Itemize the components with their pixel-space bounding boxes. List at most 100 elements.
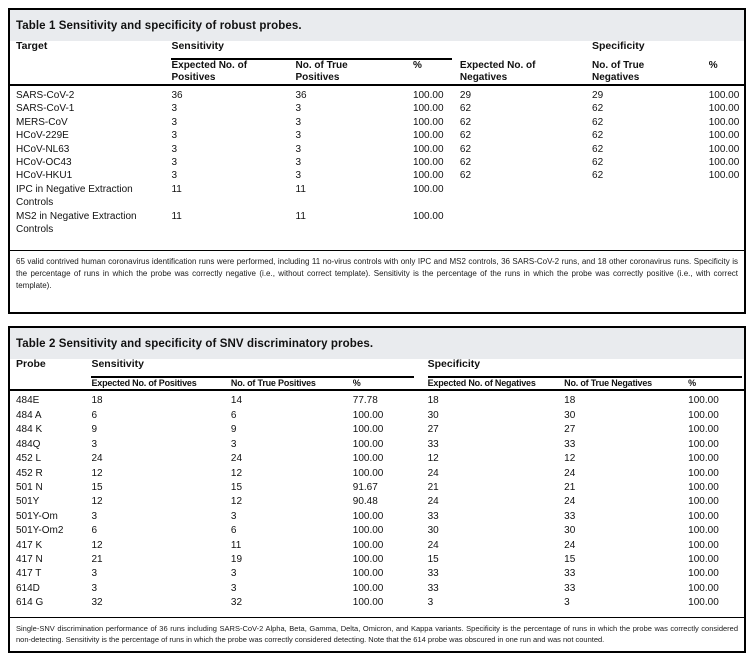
table2-subheader-row: Expected No. of Positives No. of True Po… bbox=[10, 378, 744, 392]
table2-row: 484Q 3 3 100.00 33 33 100.00 bbox=[10, 438, 744, 452]
table2-cell-exp_neg: 21 bbox=[427, 481, 439, 493]
table1-cell-exp_neg bbox=[460, 183, 592, 210]
table2-cell-true_pos: 32 bbox=[230, 597, 243, 609]
table2-cell-true_pos: 12 bbox=[230, 467, 243, 479]
table1-cell-true_pos: 3 bbox=[295, 143, 302, 155]
table2-cell-spec_pct: 100.00 bbox=[688, 395, 719, 407]
column-header-true-positives: No. of True Positives bbox=[295, 60, 413, 86]
table1-cell-true_neg: 62 bbox=[592, 143, 604, 155]
table1-footnote: 65 valid contrived human coronavirus ide… bbox=[10, 250, 744, 292]
table1-row: HCoV-HKU1 3 3 100.00 62 62 100.00 bbox=[10, 169, 744, 182]
table2-cell-exp_pos: 21 bbox=[91, 553, 103, 565]
table2-cell-true_neg: 33 bbox=[564, 582, 576, 594]
table2-cell-exp_pos: 6 bbox=[91, 409, 98, 421]
table2-cell-spec_pct: 100.00 bbox=[688, 582, 719, 594]
table1-cell-sens_pct: 100.00 bbox=[412, 143, 444, 155]
table2-sensitivity-group: Sensitivity bbox=[91, 359, 427, 379]
table1-row: SARS-CoV-2 36 36 100.00 29 29 100.00 bbox=[10, 85, 744, 102]
table1-cell-label: HCoV-OC43 bbox=[16, 157, 72, 169]
table1-row: IPC in Negative Extraction Controls 11 11 1… bbox=[10, 183, 744, 210]
table2-row: 614 G 32 32 100.00 3 3 100.00 bbox=[10, 596, 744, 610]
table2-cell-spec_pct: 100.00 bbox=[688, 568, 719, 580]
table1-cell-sens_pct: 100.00 bbox=[412, 210, 444, 222]
table2-cell-sens_pct: 100.00 bbox=[352, 539, 384, 551]
table2-cell-true_neg: 21 bbox=[564, 481, 576, 493]
table2-cell-true_pos: 3 bbox=[230, 438, 237, 450]
table2-cell-spec_pct: 100.00 bbox=[688, 438, 719, 450]
table1-target-header: Target bbox=[16, 40, 48, 52]
table2-cell-label: 614D bbox=[16, 582, 40, 594]
table1-cell-true_neg: 62 bbox=[592, 116, 604, 128]
table2-cell-true_pos: 19 bbox=[230, 553, 243, 565]
table1-cell-spec_pct bbox=[709, 210, 744, 237]
table2-cell-exp_neg: 33 bbox=[427, 438, 439, 450]
column-header-true-negatives: No. of True Negatives bbox=[592, 60, 709, 86]
table2-cell-true_neg: 27 bbox=[564, 424, 576, 436]
table1-cell-true_pos: 3 bbox=[295, 170, 302, 182]
table1-cell-exp_pos: 3 bbox=[171, 143, 178, 155]
table2-cell-exp_pos: 12 bbox=[91, 467, 103, 479]
table1-group-header-row: Target Sensitivity Specificity bbox=[10, 41, 744, 60]
table2-footnote: Single-SNV discrimination performance of… bbox=[10, 616, 744, 646]
table2-cell-label: 501Y bbox=[16, 496, 40, 508]
table2-cell-exp_neg: 24 bbox=[427, 496, 439, 508]
table2-cell-spec_pct: 100.00 bbox=[688, 467, 719, 479]
table2-cell-label: 452 R bbox=[16, 467, 43, 479]
table2-cell-true_pos: 3 bbox=[230, 582, 237, 594]
column-header-pct-sensitivity: % bbox=[412, 60, 460, 86]
table1-row: HCoV-NL63 3 3 100.00 62 62 100.00 bbox=[10, 143, 744, 156]
table1-subheader-row: Expected No. of Positives No. of True Po… bbox=[10, 60, 744, 86]
table2-row: 484E 18 14 77.78 18 18 100.00 bbox=[10, 390, 744, 408]
table2-cell-spec_pct: 100.00 bbox=[688, 539, 719, 551]
table2-cell-label: 501Y-Om bbox=[16, 510, 58, 522]
table2-cell-label: 452 L bbox=[16, 453, 42, 465]
column-header-pct-sensitivity: % bbox=[352, 378, 428, 392]
table1-cell-exp_neg: 29 bbox=[459, 90, 472, 101]
table1-spacer-cell bbox=[460, 41, 592, 60]
table1-cell-label: HCoV-229E bbox=[16, 130, 69, 142]
column-header-pct-specificity: % bbox=[688, 378, 744, 392]
table2-group-header-row: Probe Sensitivity Specificity bbox=[10, 359, 744, 379]
table2-cell-sens_pct: 100.00 bbox=[352, 453, 384, 465]
table2-cell-spec_pct: 100.00 bbox=[688, 510, 719, 522]
table2-cell-true_neg: 15 bbox=[564, 553, 576, 565]
column-header-true-positives: No. of True Positives bbox=[230, 378, 353, 392]
table2-cell-sens_pct: 77.78 bbox=[352, 395, 378, 407]
table1-cell-sens_pct: 100.00 bbox=[412, 157, 444, 169]
table2-cell-exp_neg: 33 bbox=[427, 582, 439, 594]
table1-cell-label: HCoV-NL63 bbox=[16, 143, 70, 155]
table2-cell-spec_pct: 100.00 bbox=[688, 597, 719, 609]
table1-cell-true_pos: 11 bbox=[295, 183, 306, 195]
table1-cell-label: SARS-CoV-1 bbox=[16, 103, 75, 115]
table1-cell-label: MS2 in Negative Extraction Controls bbox=[16, 210, 137, 236]
table1-cell-spec_pct: 100.00 bbox=[708, 103, 740, 115]
table1-cell-exp_pos: 3 bbox=[171, 130, 178, 142]
table1-cell-label: MERS-CoV bbox=[16, 116, 68, 128]
table1-cell-true_pos: 3 bbox=[295, 103, 302, 115]
table1-cell-true_neg: 29 bbox=[592, 90, 604, 101]
table2-cell-exp_pos: 6 bbox=[91, 525, 98, 537]
table1-row: SARS-CoV-1 3 3 100.00 62 62 100.00 bbox=[10, 102, 744, 115]
table2-cell-true_pos: 3 bbox=[230, 568, 237, 580]
table2-cell-exp_neg: 33 bbox=[427, 510, 439, 522]
table1-cell-sens_pct: 100.00 bbox=[412, 130, 444, 142]
table2-cell-exp_pos: 32 bbox=[91, 597, 103, 609]
table1-spacer-cell bbox=[709, 41, 744, 60]
table2-cell-sens_pct: 100.00 bbox=[352, 553, 384, 565]
table2-cell-spec_pct: 100.00 bbox=[688, 553, 719, 565]
table2-cell-exp_neg: 12 bbox=[427, 453, 439, 465]
table1-cell-exp_neg: 62 bbox=[459, 143, 472, 155]
table2-cell-exp_pos: 24 bbox=[91, 453, 103, 465]
table2-cell-label: 614 G bbox=[16, 597, 44, 609]
table2-cell-label: 501Y-Om2 bbox=[16, 525, 64, 537]
table1-cell-exp_neg: 62 bbox=[459, 170, 472, 182]
table2-cell-true_pos: 6 bbox=[230, 409, 237, 421]
table2-cell-exp_pos: 15 bbox=[91, 481, 103, 493]
table1-cell-exp_neg: 62 bbox=[459, 130, 472, 142]
table1-cell-true_pos: 3 bbox=[295, 116, 302, 128]
table1-cell-spec_pct: 100.00 bbox=[708, 130, 740, 142]
table2-row: 452 L 24 24 100.00 12 12 100.00 bbox=[10, 452, 744, 466]
table1-cell-exp_pos: 3 bbox=[171, 157, 178, 169]
table2-cell-exp_neg: 24 bbox=[427, 539, 439, 551]
